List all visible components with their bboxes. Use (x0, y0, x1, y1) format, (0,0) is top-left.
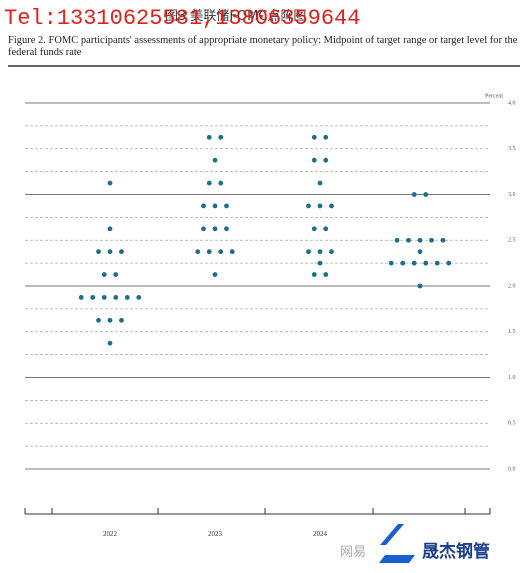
dot (212, 272, 218, 277)
dot (107, 340, 113, 346)
dot (411, 260, 417, 266)
dot (311, 226, 317, 232)
dot (107, 226, 113, 232)
logo-shape (379, 555, 415, 563)
dot (394, 237, 400, 243)
x-tick-label: 2022 (103, 530, 118, 538)
y-tick-label: 3.0 (508, 192, 516, 198)
dot (317, 203, 323, 209)
dot (417, 283, 423, 289)
y-tick-label: 2.5 (508, 238, 516, 244)
header-note: 图3 美联储FOMC点阵图 (165, 9, 306, 24)
dot (212, 203, 218, 209)
dot (306, 203, 311, 209)
dot (101, 272, 107, 277)
y-tick-label: 4.0 (508, 100, 516, 106)
dot (119, 317, 124, 323)
dot (212, 226, 218, 232)
dot (306, 249, 311, 255)
dot (311, 134, 317, 140)
dot (96, 317, 101, 323)
dot (218, 134, 224, 140)
dot (229, 249, 235, 255)
dot (323, 157, 329, 163)
dot (417, 249, 423, 255)
dot (388, 260, 394, 266)
source-mark: 网易 (340, 545, 366, 560)
x-tick-label: 2023 (208, 530, 223, 538)
dot (323, 272, 329, 277)
dot (96, 249, 101, 255)
dot (329, 203, 334, 209)
dot (218, 249, 224, 255)
dot (429, 237, 434, 243)
dot (446, 260, 452, 266)
dot (78, 295, 84, 300)
y-tick-label: 0.0 (508, 466, 516, 472)
dot (90, 295, 96, 300)
dot (206, 180, 212, 186)
dot (212, 157, 218, 163)
y-tick-label: 3.5 (508, 146, 516, 152)
dot (417, 237, 423, 243)
dot (224, 226, 229, 232)
dot (107, 249, 113, 255)
dot (195, 249, 201, 255)
dot (119, 249, 124, 255)
dot (113, 272, 119, 277)
dot (323, 134, 329, 140)
y-tick-label: 0.5 (508, 421, 516, 427)
dot (311, 157, 317, 163)
dot (329, 249, 334, 255)
y-axis-label: Percent (485, 93, 503, 99)
title-box: Figure 2. FOMC participants' assessments… (8, 35, 518, 58)
dot (206, 134, 212, 140)
y-tick-label: 2.0 (508, 283, 516, 289)
logo-shape (380, 524, 404, 545)
dot (107, 317, 113, 323)
dot (224, 203, 229, 209)
dot (406, 237, 411, 243)
dot (400, 260, 406, 266)
dot (440, 237, 446, 243)
chart-title: Figure 2. FOMC participants' assessments… (8, 35, 518, 58)
watermark: Tel:13310625581,13806359644 (4, 6, 360, 31)
dot (201, 203, 206, 209)
dot (107, 180, 113, 186)
dot (136, 295, 142, 300)
dot (311, 272, 317, 277)
dot (317, 180, 323, 186)
dot (124, 295, 130, 300)
x-tick-label: 2024 (313, 530, 328, 538)
logo-text: 晟杰钢管 (422, 541, 490, 562)
y-tick-label: 1.0 (508, 375, 516, 381)
dot (317, 260, 323, 266)
dot (423, 260, 429, 266)
dot (206, 249, 212, 255)
dot (101, 295, 107, 300)
dot (113, 295, 119, 300)
dot (411, 192, 417, 197)
dot (218, 180, 224, 186)
dot (317, 249, 323, 255)
y-tick-label: 1.5 (508, 329, 516, 335)
dot (323, 226, 329, 232)
dot (423, 192, 429, 197)
dot (201, 226, 206, 232)
dot (434, 260, 440, 266)
